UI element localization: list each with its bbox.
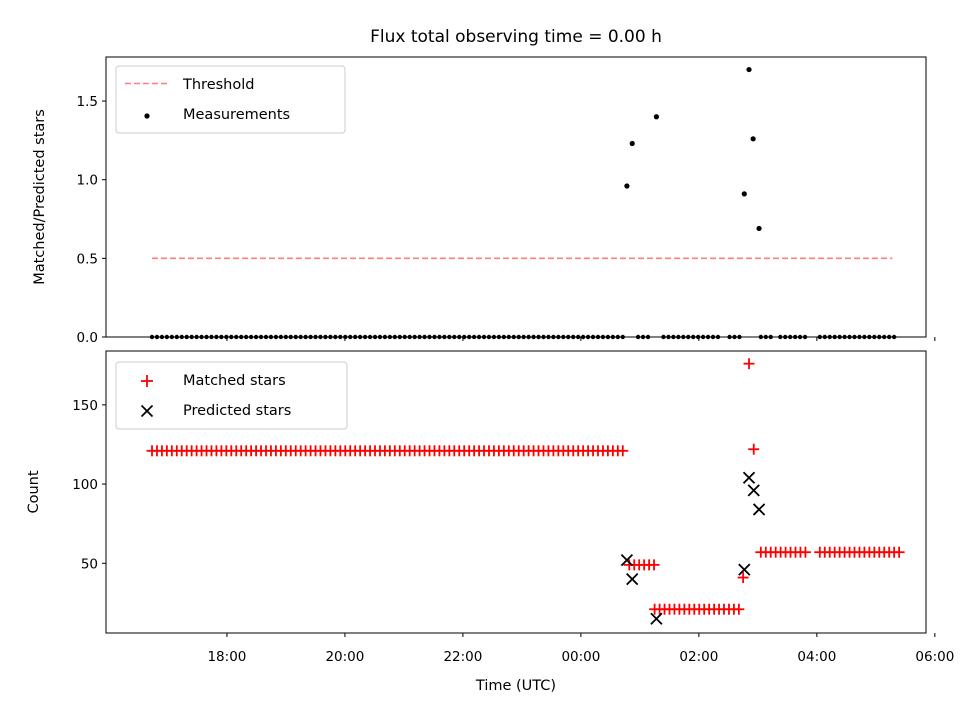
top-panel: 0.0 0.5 1.0 1.5 Matched/Predicted stars Thr… [32, 56, 936, 346]
measurement-point [624, 183, 630, 189]
bottom-plot-area [146, 358, 905, 625]
legend-measurements-label: Measurements [183, 107, 290, 123]
measurement-point [756, 225, 762, 232]
predicted-star-point [752, 503, 766, 516]
legend-threshold-label: Threshold [182, 77, 254, 93]
legend-predicted-swatch [140, 404, 154, 418]
bottom-x-ticks: 18:00 20:00 22:00 00:00 02:00 04:00 06:00 [207, 633, 954, 665]
x-tick-label: 06:00 [915, 649, 954, 665]
predicted-star-point [747, 484, 760, 497]
y-tick-label: 0.0 [77, 330, 98, 346]
measurement-point [741, 191, 747, 197]
predicted-star-point [626, 572, 639, 586]
x-tick-label: 04:00 [797, 649, 836, 665]
x-tick-label: 22:00 [443, 649, 482, 665]
y-tick-label: 50 [81, 556, 98, 572]
matched-star-point [737, 572, 749, 584]
matched-star-point [799, 546, 811, 558]
bottom-panel: 50 100 150 18:00 20:00 22:00 00:00 02:00 04:00 0… [26, 350, 954, 694]
matched-star-point [743, 358, 755, 370]
y-tick-label: 1.5 [77, 94, 98, 110]
top-y-ticks: 0.0 0.5 1.0 1.5 [77, 94, 106, 346]
x-axis-label: Time (UTC) [475, 678, 556, 694]
matched-star-point [748, 443, 760, 455]
legend-matched-swatch [141, 375, 153, 387]
top-y-axis-label: Matched/Predicted stars [32, 109, 48, 285]
bottom-y-ticks: 50 100 150 [72, 398, 106, 572]
bottom-legend: Matched stars Predicted stars [115, 361, 348, 430]
top-panel-frame [105, 56, 927, 338]
bottom-legend-box [115, 361, 348, 430]
x-tick-label: 02:00 [679, 649, 718, 665]
matched-star-point [617, 445, 629, 457]
y-tick-label: 150 [72, 398, 98, 414]
bottom-panel-frame [105, 350, 927, 634]
matched-star-point [648, 559, 660, 571]
top-legend: Threshold Measurements [115, 65, 346, 134]
legend-matched-label: Matched stars [183, 373, 286, 389]
predicted-star-point [738, 563, 751, 576]
measurement-point [750, 136, 756, 142]
measurement-point [629, 140, 635, 147]
predicted-star-point [650, 612, 663, 625]
x-tick-label: 00:00 [561, 649, 600, 665]
legend-predicted-label: Predicted stars [183, 403, 291, 419]
bottom-y-axis-label: Count [26, 470, 42, 513]
top-x-ticks [226, 337, 936, 341]
matched-star-point [893, 546, 905, 558]
measurement-point [653, 114, 660, 120]
matched-star-point [733, 603, 745, 615]
chart-title: Flux total observing time = 0.00 h [370, 27, 662, 47]
predicted-star-point [620, 553, 634, 567]
measurement-point [746, 66, 752, 73]
predicted-star-point [742, 471, 756, 484]
x-tick-label: 18:00 [207, 649, 246, 665]
legend-measurements-swatch [144, 113, 150, 119]
y-tick-label: 100 [72, 477, 98, 493]
x-tick-label: 20:00 [325, 649, 364, 665]
y-tick-label: 1.0 [77, 173, 98, 189]
y-tick-label: 0.5 [77, 251, 98, 267]
top-legend-box [115, 65, 346, 134]
